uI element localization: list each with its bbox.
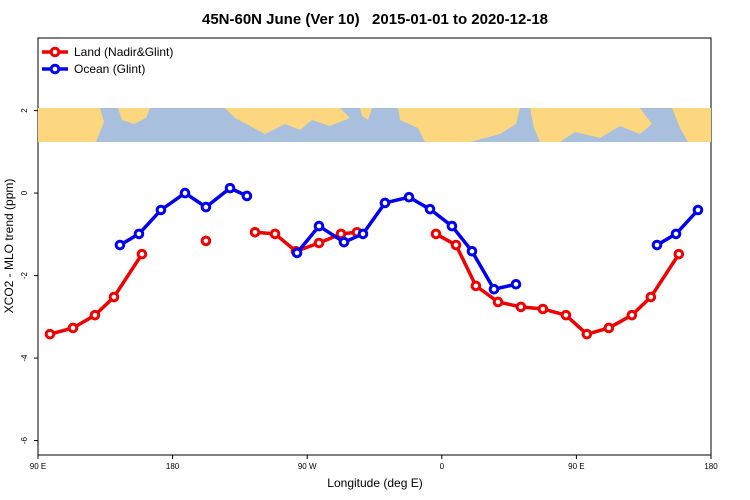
point [114, 239, 126, 251]
point [379, 197, 391, 209]
point [241, 190, 253, 202]
point [670, 228, 682, 240]
series-line [295, 195, 517, 291]
point [651, 239, 663, 251]
point [179, 187, 191, 199]
point [581, 328, 593, 340]
x-tick-label: 0 [440, 462, 445, 471]
point [335, 228, 347, 240]
point [537, 303, 549, 315]
legend-label: Ocean (Glint) [74, 62, 145, 76]
series-line [656, 208, 700, 247]
plot-frame [37, 37, 712, 456]
point [291, 247, 303, 259]
point [515, 301, 527, 313]
point [338, 236, 350, 248]
point [673, 248, 685, 260]
point [403, 191, 415, 203]
map-band [38, 108, 711, 142]
y-axis-label: XCO2 - MLO trend (ppm) [2, 179, 16, 314]
series-line [49, 253, 144, 336]
point [450, 239, 462, 251]
point [200, 235, 212, 247]
point [645, 291, 657, 303]
x-tick-label: 90 E [568, 462, 584, 471]
point [155, 204, 167, 216]
point [357, 228, 369, 240]
y-tick-label: -2 [20, 271, 29, 279]
x-tick-label: 180 [704, 462, 718, 471]
point [133, 228, 145, 240]
point [492, 296, 504, 308]
x-tick-label: 180 [166, 462, 180, 471]
y-tick-label: -6 [20, 436, 29, 444]
legend-label: Land (Nadir&Glint) [74, 45, 173, 59]
point [424, 203, 436, 215]
y-tick-label: -4 [20, 354, 29, 362]
point [313, 237, 325, 249]
point [200, 201, 212, 213]
x-axis-label: Longitude (deg E) [327, 476, 422, 490]
y-tick-label: 0 [20, 190, 29, 195]
legend-marker [49, 63, 61, 75]
point [560, 309, 572, 321]
point [446, 220, 458, 232]
point [603, 322, 615, 334]
point [136, 248, 148, 260]
point [510, 278, 522, 290]
point [269, 228, 281, 240]
point [224, 182, 236, 194]
point [626, 309, 638, 321]
point [470, 280, 482, 292]
point [466, 245, 478, 257]
point [692, 204, 704, 216]
point [430, 228, 442, 240]
legend-marker [49, 46, 61, 58]
x-tick-label: 90 E [30, 462, 46, 471]
point [313, 220, 325, 232]
point [89, 309, 101, 321]
point [44, 328, 56, 340]
point [249, 226, 261, 238]
x-tick-label: 90 W [298, 462, 317, 471]
point [108, 291, 120, 303]
chart-title: 45N-60N June (Ver 10) 2015-01-01 to 2020… [202, 11, 548, 28]
point [488, 283, 500, 295]
y-tick-label: 2 [20, 108, 29, 113]
point [67, 322, 79, 334]
